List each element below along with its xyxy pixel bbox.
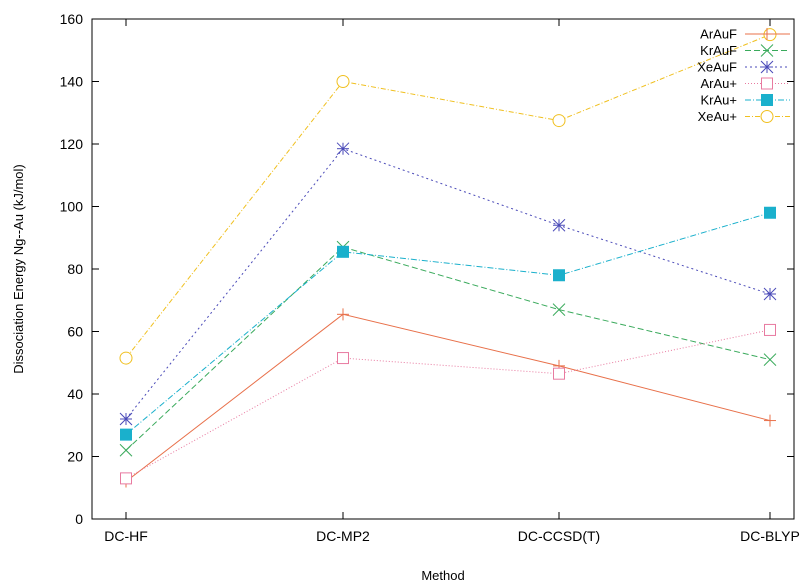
legend-label: XeAu+ (698, 109, 737, 124)
y-tick-label: 160 (60, 11, 84, 27)
marker-shape (553, 269, 565, 282)
y-tick-label: 100 (60, 199, 84, 215)
legend-item: XeAuF (697, 60, 790, 75)
marker-shape (761, 94, 773, 106)
legend-label: XeAuF (697, 60, 737, 75)
marker-shape (336, 75, 350, 88)
legend-label: ArAu+ (701, 76, 738, 91)
data-point (119, 412, 133, 426)
series-group (119, 28, 777, 488)
marker-shape (764, 323, 776, 336)
marker-shape (553, 367, 565, 380)
series-line (125, 212, 771, 435)
y-tick-label: 40 (67, 386, 83, 402)
marker-shape (119, 351, 133, 365)
marker-stroke (763, 353, 777, 366)
series-xeauf (119, 142, 777, 426)
data-point (119, 351, 133, 365)
legend-item: ArAuF (700, 27, 790, 42)
y-tick-label: 0 (75, 511, 83, 527)
marker-stroke (760, 44, 774, 57)
marker-shape (760, 110, 774, 123)
legend-swatch-marker (761, 77, 773, 90)
data-point (336, 75, 350, 88)
x-tick-label: DC-HF (104, 528, 148, 544)
marker-shape (763, 28, 777, 42)
y-axis-label: Dissociation Energy Ng--Au (kJ/mol) (11, 164, 26, 374)
data-point (763, 287, 777, 301)
x-axis-label: Method (421, 568, 464, 583)
series-krauplus (120, 206, 776, 441)
y-axis: 0 20 40 60 80 100 120 140 160 (60, 11, 794, 527)
data-point (763, 28, 777, 42)
series-line (125, 246, 771, 451)
marker-stroke (119, 412, 133, 426)
marker-shape (337, 245, 349, 258)
data-point (552, 114, 566, 128)
legend-item: KrAuF (700, 43, 790, 58)
data-point (337, 352, 349, 365)
data-point (120, 428, 132, 441)
y-tick-label: 120 (60, 136, 84, 152)
data-point (763, 353, 777, 366)
legend-swatch-marker (760, 44, 774, 57)
series-xeauplus (119, 28, 777, 365)
y-tick-label: 80 (67, 261, 83, 277)
legend-label: ArAuF (700, 27, 737, 42)
data-point (552, 303, 566, 316)
data-point (764, 206, 776, 219)
legend-item: XeAu+ (698, 109, 790, 124)
legend-swatch-marker (760, 60, 774, 74)
legend-item: KrAu+ (701, 93, 790, 108)
legend-swatch-marker (761, 94, 773, 106)
data-point (552, 218, 566, 232)
marker-shape (120, 428, 132, 441)
legend-swatch-marker (760, 110, 774, 123)
marker-stroke (552, 218, 566, 232)
data-point (337, 308, 349, 321)
data-point (553, 269, 565, 282)
x-tick-label: DC-CCSD(T) (518, 528, 600, 544)
marker-stroke (760, 60, 774, 74)
series-line (125, 148, 771, 420)
data-point (119, 443, 133, 457)
data-point (120, 472, 132, 485)
data-point (336, 142, 350, 156)
y-tick-label: 140 (60, 74, 84, 90)
x-tick-label: DC-BLYP (740, 528, 800, 544)
series-arauf (120, 308, 776, 488)
marker-shape (337, 352, 349, 365)
series-line (125, 313, 771, 482)
data-point (764, 323, 776, 336)
marker-stroke (552, 303, 566, 316)
legend-label: KrAuF (700, 43, 737, 58)
marker-stroke (336, 142, 350, 156)
marker-shape (552, 114, 566, 128)
plot-frame (91, 18, 795, 520)
marker-stroke (763, 287, 777, 301)
y-tick-label: 60 (67, 324, 83, 340)
marker-stroke (119, 443, 133, 457)
legend-item: ArAu+ (701, 76, 790, 91)
x-tick-label: DC-MP2 (316, 528, 370, 544)
x-axis: DC-HF DC-MP2 DC-CCSD(T) DC-BLYP (104, 19, 800, 544)
legend-swatch-marker (761, 28, 773, 40)
series-line (125, 329, 771, 479)
data-point (553, 367, 565, 380)
data-point (337, 245, 349, 258)
marker-shape (764, 206, 776, 219)
legend-label: KrAu+ (701, 93, 738, 108)
data-point (764, 414, 776, 427)
series-arauplus (120, 323, 776, 485)
y-tick-label: 20 (67, 449, 83, 465)
marker-shape (120, 472, 132, 485)
series-line (125, 34, 771, 359)
marker-shape (761, 77, 773, 90)
